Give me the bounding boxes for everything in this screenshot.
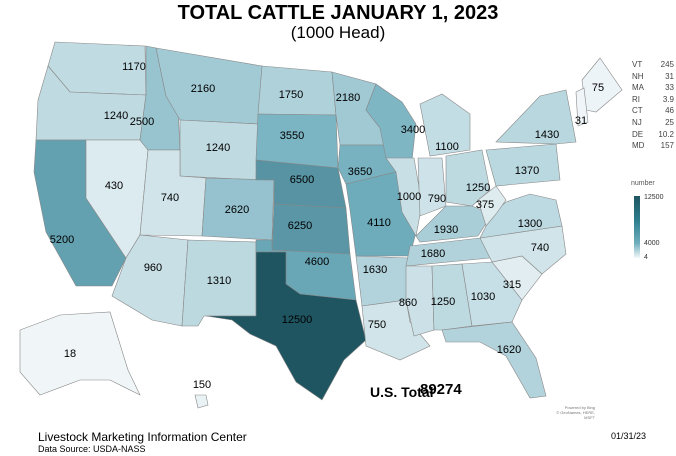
state-value-label: 12500	[282, 314, 313, 326]
state-value-label: 5200	[50, 234, 74, 246]
state-value-label: 1170	[122, 61, 146, 73]
state-value-label: 1370	[515, 165, 539, 177]
legend-mid: 4000	[644, 240, 660, 247]
small-state-row: CT 46	[632, 106, 674, 116]
small-state-row: MA 33	[632, 83, 674, 93]
small-states-table: VT 245 NH 31 MA 33 RI 3.9 CT 46 NJ 25 DE 10.2 M…	[632, 60, 674, 153]
map-subtitle: (1000 Head)	[290, 23, 386, 42]
state-value-label: 2620	[225, 204, 249, 216]
small-state-row: VT 245	[632, 60, 674, 69]
state-value-label: 1430	[535, 129, 559, 141]
state-value-label: 790	[428, 193, 446, 205]
footer-date: 01/31/23	[611, 431, 647, 441]
legend-title: number	[631, 180, 655, 187]
state-va[interactable]	[479, 193, 563, 239]
state-value-label: 1100	[435, 141, 459, 153]
state-value-label: 375	[476, 199, 494, 211]
state-value-label: 1930	[434, 224, 458, 236]
small-state-row: MD 157	[632, 141, 674, 151]
state-value-label: 1620	[497, 344, 521, 356]
legend-max: 12500	[644, 194, 664, 201]
state-value-label: 2160	[191, 83, 215, 95]
state-value-label: 1030	[471, 291, 495, 303]
legend-color-bar	[634, 196, 640, 258]
state-ny[interactable]	[495, 89, 577, 145]
footer-source: Data Source: USDA-NASS	[38, 444, 146, 454]
us-total-value: 89274	[420, 381, 462, 398]
state-fl[interactable]	[441, 321, 547, 399]
state-ga[interactable]	[461, 261, 523, 327]
state-value-label: 150	[193, 379, 211, 391]
state-value-label: 1250	[466, 182, 490, 194]
map-attribution: Powered by Bing © GeoNames, HERE, MSFT	[556, 405, 595, 420]
small-state-row: DE 10.2	[632, 129, 674, 139]
state-value-label: 750	[368, 319, 386, 331]
state-value-label: 3400	[401, 124, 425, 136]
state-value-label: 1000	[397, 191, 421, 203]
state-value-label: 2500	[130, 116, 154, 128]
state-in[interactable]	[417, 157, 447, 217]
state-ms[interactable]	[405, 265, 435, 337]
state-tx[interactable]	[205, 251, 367, 401]
state-value-label: 3650	[348, 166, 372, 178]
state-value-label: 430	[105, 180, 123, 192]
state-nh[interactable]	[575, 87, 589, 127]
state-value-label: 4600	[305, 256, 329, 268]
state-hi[interactable]	[194, 394, 209, 409]
state-value-label: 6250	[288, 220, 312, 232]
state-value-label: 960	[144, 262, 162, 274]
state-value-label: 6500	[290, 174, 314, 186]
state-value-label: 1630	[363, 264, 387, 276]
footer-org: Livestock Marketing Information Center	[38, 430, 247, 444]
state-value-label: 2180	[336, 92, 360, 104]
state-value-label: 1240	[104, 110, 128, 122]
state-value-label: 3550	[280, 130, 304, 142]
small-state-row: RI 3.9	[632, 94, 674, 104]
map-title: TOTAL CATTLE JANUARY 1, 2023	[177, 2, 499, 24]
state-value-label: 740	[531, 242, 549, 254]
state-value-label: 315	[503, 279, 521, 291]
state-mi[interactable]	[419, 93, 471, 157]
state-value-label: 1250	[431, 296, 455, 308]
state-value-label: 860	[399, 297, 417, 309]
state-value-label: 75	[592, 82, 604, 94]
legend-min: 4	[644, 254, 648, 261]
us-total-label: U.S. Total	[370, 384, 434, 400]
state-value-label: 1240	[206, 142, 230, 154]
state-value-label: 1680	[421, 248, 445, 260]
state-value-label: 31	[575, 115, 587, 127]
state-value-label: 1750	[279, 89, 303, 101]
state-value-label: 1310	[207, 275, 231, 287]
state-wv[interactable]	[477, 185, 507, 227]
small-state-row: NJ 25	[632, 117, 674, 127]
state-value-label: 18	[64, 348, 76, 360]
state-pa[interactable]	[485, 143, 561, 187]
state-value-label: 740	[161, 192, 179, 204]
state-value-label: 4110	[367, 217, 391, 229]
state-value-label: 1300	[518, 218, 542, 230]
small-state-row: NH 31	[632, 71, 674, 81]
state-ak[interactable]	[19, 311, 141, 396]
